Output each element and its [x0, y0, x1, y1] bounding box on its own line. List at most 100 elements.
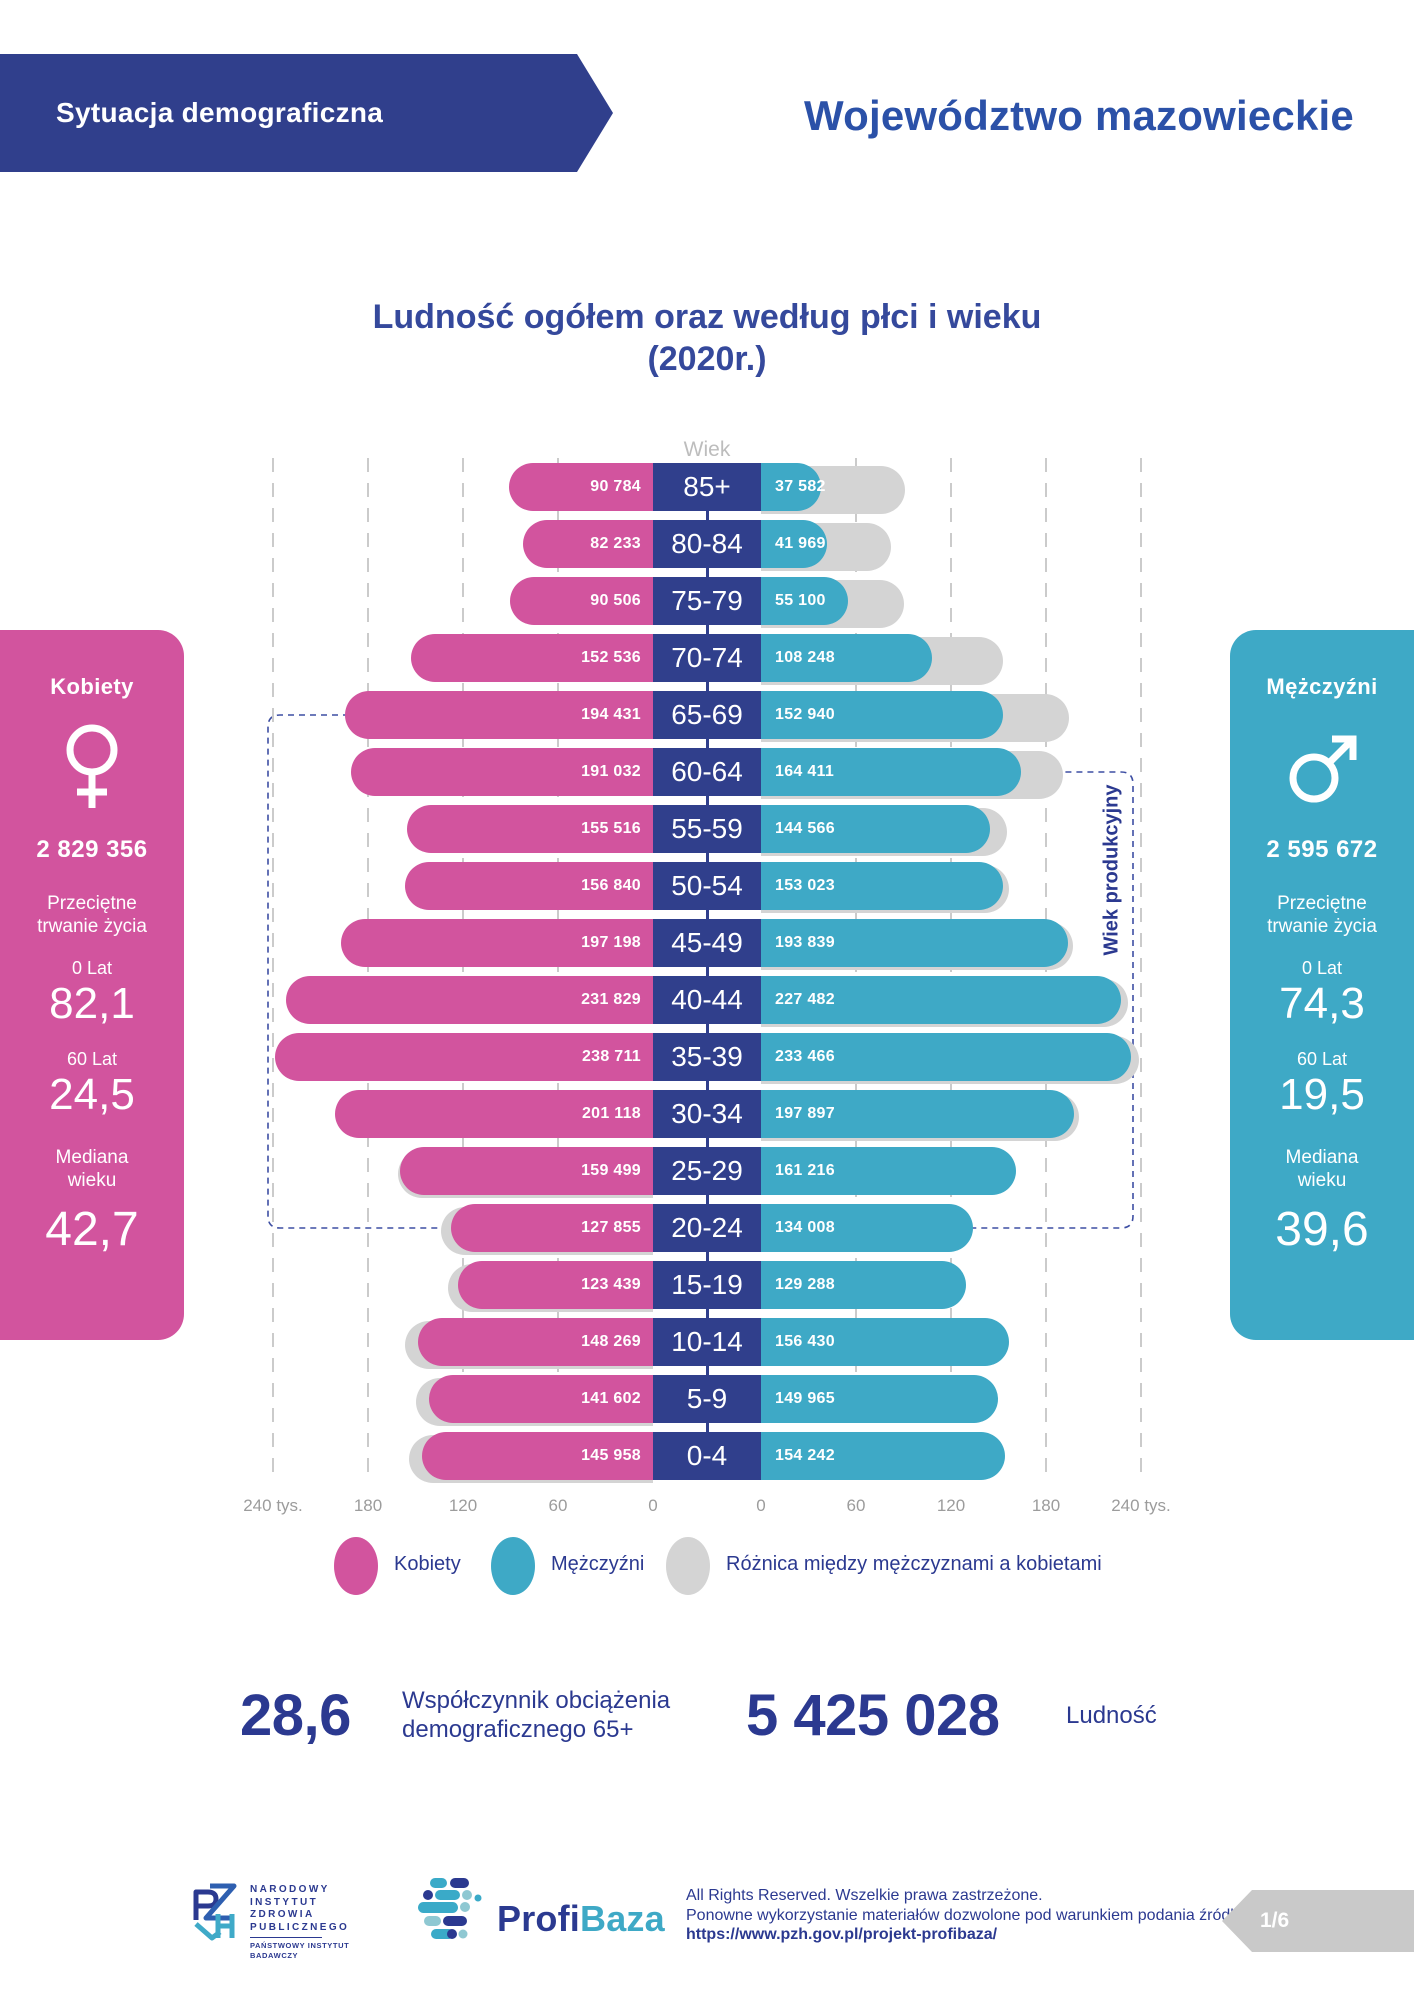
working-age-label: Wiek produkcyjny [1100, 784, 1123, 956]
male-value-35-39: 233 466 [775, 1048, 835, 1065]
legend-difference-label: Różnica między mężczyznami a kobietami [726, 1553, 1102, 1575]
center-axis-tick [705, 623, 709, 636]
institute-divider [250, 1937, 322, 1938]
age-label-20-24: 20-24 [653, 1204, 761, 1252]
axis-tick-left: 120 [448, 1496, 478, 1515]
female-bar-70-74 [411, 634, 653, 682]
female-bar-15-19 [457, 1261, 653, 1309]
male-at-birth-value: 74,3 [1279, 979, 1365, 1028]
male-bar-35-39 [761, 1033, 1131, 1081]
male-bar-55-59 [761, 805, 990, 853]
female-value-50-54: 156 840 [581, 877, 641, 894]
gridline-left [557, 458, 559, 1478]
female-bar-5-9 [428, 1375, 653, 1423]
institute-line: BADAWCZY [250, 1950, 299, 1960]
male-bar-15-19 [761, 1261, 966, 1309]
institute-line: PUBLICZNEGO [250, 1921, 350, 1933]
female-at-60-label: 60 Lat [66, 1049, 118, 1069]
axis-tick-left: 180 [353, 1496, 383, 1515]
center-axis-tick [705, 794, 709, 807]
female-bar-45-49 [340, 919, 653, 967]
center-axis-tick [705, 1307, 709, 1320]
male-bar-65-69 [761, 691, 1004, 739]
center-axis-tick [705, 965, 709, 978]
male-bar-30-34 [761, 1090, 1075, 1138]
female-bar-55-59 [406, 805, 653, 853]
center-axis-tick [705, 1079, 709, 1092]
female-bar-65-69 [345, 691, 653, 739]
female-value-0-4: 145 958 [581, 1447, 641, 1464]
male-value-60-64: 164 411 [775, 763, 835, 780]
male-total: 2 595 672 [1266, 836, 1378, 863]
source-link[interactable]: https://www.pzh.gov.pl/projekt-profibaza… [686, 1926, 998, 1943]
male-value-25-29: 161 216 [775, 1162, 835, 1179]
institute-line: ZDROWIA [250, 1909, 315, 1920]
age-label-0-4: 0-4 [653, 1432, 761, 1480]
institute-line: INSTYTUT [250, 1896, 319, 1908]
male-value-80-84: 41 969 [775, 535, 826, 552]
region-title: Województwo mazowieckie [804, 92, 1354, 139]
age-label-55-59: 55-59 [653, 805, 761, 853]
center-axis-tick [705, 566, 709, 579]
legend-female-swatch [334, 1537, 378, 1595]
male-bar-75-79 [761, 577, 849, 625]
axis-tick-right: 180 [1031, 1496, 1061, 1515]
section-banner: Sytuacja demograficzna [0, 54, 613, 172]
female-at-60-value: 24,5 [49, 1070, 135, 1119]
male-bar-50-54 [761, 862, 1004, 910]
male-summary-panel: Mężczyźni 2 595 672 Przeciętne trwanie ż… [1230, 630, 1414, 1340]
male-value-45-49: 193 839 [775, 934, 835, 951]
age-label-40-44: 40-44 [653, 976, 761, 1024]
female-panel-title: Kobiety [50, 674, 134, 699]
center-axis-tick [705, 680, 709, 693]
male-at-60-label: 60 Lat [1296, 1049, 1348, 1069]
center-axis-tick [705, 737, 709, 750]
center-axis-label: Wiek [683, 438, 731, 461]
male-bar-60-64 [761, 748, 1022, 796]
age-label-30-34: 30-34 [653, 1090, 761, 1138]
age-label-70-74: 70-74 [653, 634, 761, 682]
center-axis-tick [705, 1250, 709, 1263]
age-label-15-19: 15-19 [653, 1261, 761, 1309]
copyright-line2: Ponowne wykorzystanie materiałów dozwolo… [686, 1906, 1248, 1924]
female-value-20-24: 127 855 [581, 1219, 641, 1236]
female-median-label: Mediana wieku [55, 1147, 129, 1191]
female-bar-50-54 [404, 862, 653, 910]
male-bar-20-24 [761, 1204, 974, 1252]
female-bar-35-39 [275, 1033, 653, 1081]
age-label-65-69: 65-69 [653, 691, 761, 739]
center-axis-tick [705, 1193, 709, 1206]
female-bar-60-64 [350, 748, 653, 796]
male-panel-title: Mężczyźni [1266, 674, 1378, 699]
male-median-label: Mediana wieku [1285, 1147, 1359, 1191]
female-bar-25-29 [400, 1147, 653, 1195]
female-value-40-44: 231 829 [581, 991, 641, 1008]
axis-tick-right: 240 tys. [1111, 1496, 1171, 1515]
dependency-ratio-label-line1: Współczynnik obciążenia [402, 1687, 671, 1714]
section-banner-label: Sytuacja demograficzna [56, 97, 384, 128]
female-bar-85plus [509, 463, 653, 511]
female-bar-10-14 [418, 1318, 653, 1366]
male-value-20-24: 134 008 [775, 1219, 835, 1236]
male-median-value: 39,6 [1275, 1203, 1369, 1256]
male-bar-40-44 [761, 976, 1122, 1024]
female-bar-80-84 [522, 520, 653, 568]
male-value-55-59: 144 566 [775, 820, 835, 837]
male-value-40-44: 227 482 [775, 991, 835, 1008]
male-bar-25-29 [761, 1147, 1017, 1195]
male-value-75-79: 55 100 [775, 592, 826, 609]
male-at-60-value: 19,5 [1279, 1070, 1365, 1119]
dependency-ratio-label-line2: demograficznego 65+ [402, 1716, 634, 1743]
age-label-5-9: 5-9 [653, 1375, 761, 1423]
axis-tick-left: 60 [548, 1496, 568, 1515]
axis-tick-left: 240 tys. [243, 1496, 303, 1515]
chart-title-line2: (2020r.) [647, 340, 767, 378]
male-symbol-icon [1230, 722, 1414, 814]
gridline-left [462, 458, 464, 1478]
chart-title: Ludność ogółem oraz według płci i wieku … [0, 296, 1414, 380]
axis-tick-left: 0 [648, 1496, 658, 1515]
male-at-birth-label: 0 Lat [1301, 958, 1343, 978]
female-value-55-59: 155 516 [581, 820, 641, 837]
male-bar-70-74 [761, 634, 933, 682]
male-value-30-34: 197 897 [775, 1105, 835, 1122]
